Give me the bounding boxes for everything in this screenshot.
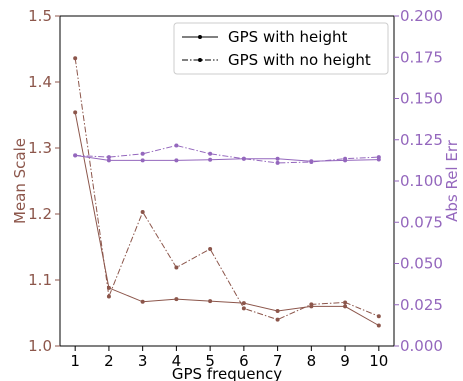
x-axis-label: GPS frequency xyxy=(172,365,282,381)
legend-marker xyxy=(198,58,202,62)
point-abs-rel-err-no-height xyxy=(275,160,280,165)
series-line-mean-scale-with-height xyxy=(74,112,380,326)
point-mean-scale-with-height xyxy=(343,304,348,309)
legend-label-no-height: GPS with no height xyxy=(228,51,371,69)
point-mean-scale-no-height xyxy=(343,300,348,305)
point-mean-scale-no-height xyxy=(241,306,246,311)
point-mean-scale-no-height xyxy=(275,317,280,322)
point-abs-rel-err-no-height xyxy=(106,155,111,160)
right-tick-label: 0.100 xyxy=(400,172,443,190)
right-tick-label: 0.025 xyxy=(400,296,443,314)
point-mean-scale-with-height xyxy=(241,301,246,306)
point-abs-rel-err-with-height xyxy=(140,158,145,163)
point-mean-scale-with-height xyxy=(208,299,213,304)
point-mean-scale-no-height xyxy=(106,294,111,299)
point-mean-scale-no-height xyxy=(73,56,78,61)
legend-box xyxy=(173,22,389,75)
left-tick-label: 1.3 xyxy=(28,139,52,157)
right-tick-label: 0.000 xyxy=(400,337,443,355)
point-abs-rel-err-no-height xyxy=(343,156,348,161)
x-tick-label: 4 xyxy=(172,352,182,370)
point-mean-scale-no-height xyxy=(140,210,145,215)
point-abs-rel-err-with-height xyxy=(208,157,213,162)
legend-sample-dashdot xyxy=(182,58,218,62)
point-mean-scale-with-height xyxy=(275,309,280,314)
x-tick-label: 9 xyxy=(340,352,350,370)
point-abs-rel-err-no-height xyxy=(73,153,78,158)
point-abs-rel-err-with-height xyxy=(106,158,111,163)
left-tick-label: 1.4 xyxy=(28,73,52,91)
x-tick-label: 7 xyxy=(273,352,283,370)
right-axis-ticks: 0.000 0.025 0.050 0.075 0.100 0.125 0.150 0.175… xyxy=(394,7,443,355)
left-tick-label: 1.2 xyxy=(28,205,52,223)
x-tick-label: 6 xyxy=(239,352,249,370)
point-abs-rel-err-no-height xyxy=(241,156,246,161)
point-mean-scale-no-height xyxy=(208,246,213,251)
legend: GPS with height GPS with no height xyxy=(173,22,389,75)
x-tick-label: 2 xyxy=(104,352,114,370)
point-mean-scale-no-height xyxy=(376,314,381,319)
legend-label-with-height: GPS with height xyxy=(228,28,347,46)
right-tick-label: 0.200 xyxy=(400,7,443,25)
right-axis-label: Abs Rel Err xyxy=(443,139,461,222)
right-tick-label: 0.150 xyxy=(400,90,443,108)
point-abs-rel-err-no-height xyxy=(140,151,145,156)
point-abs-rel-err-no-height xyxy=(174,143,179,148)
right-tick-label: 0.075 xyxy=(400,213,443,231)
left-axis-label: Mean Scale xyxy=(11,138,29,224)
point-mean-scale-with-height xyxy=(376,323,381,328)
point-abs-rel-err-with-height xyxy=(174,158,179,163)
legend-sample-solid xyxy=(182,35,218,39)
right-tick-label: 0.175 xyxy=(400,48,443,66)
x-tick-label: 10 xyxy=(369,352,388,370)
x-axis-ticks: 1 2 3 4 5 6 7 8 9 10 xyxy=(70,346,388,370)
left-axis-ticks: 1.0 1.1 1.2 1.3 1.4 1.5 xyxy=(28,7,60,355)
point-mean-scale-no-height xyxy=(174,265,179,270)
x-tick-label: 5 xyxy=(205,352,215,370)
left-tick-label: 1.0 xyxy=(28,337,52,355)
series-line-abs-rel-err-no-height xyxy=(75,144,379,164)
point-mean-scale-with-height xyxy=(140,299,145,304)
series-line-mean-scale-no-height xyxy=(74,58,379,321)
left-tick-label: 1.1 xyxy=(28,271,52,289)
x-tick-label: 1 xyxy=(70,352,80,370)
point-mean-scale-with-height xyxy=(174,297,179,302)
right-tick-label: 0.125 xyxy=(400,131,443,149)
point-abs-rel-err-no-height xyxy=(208,151,213,156)
point-mean-scale-no-height xyxy=(309,302,314,307)
point-abs-rel-err-no-height xyxy=(309,160,314,165)
x-tick-label: 8 xyxy=(307,352,317,370)
legend-marker xyxy=(198,35,202,39)
point-mean-scale-with-height xyxy=(73,110,78,115)
point-abs-rel-err-no-height xyxy=(376,155,381,160)
x-tick-label: 3 xyxy=(138,352,148,370)
right-tick-label: 0.050 xyxy=(400,255,443,273)
plot-marks xyxy=(73,56,381,328)
point-abs-rel-err-with-height xyxy=(275,156,280,161)
left-tick-label: 1.5 xyxy=(28,7,52,25)
